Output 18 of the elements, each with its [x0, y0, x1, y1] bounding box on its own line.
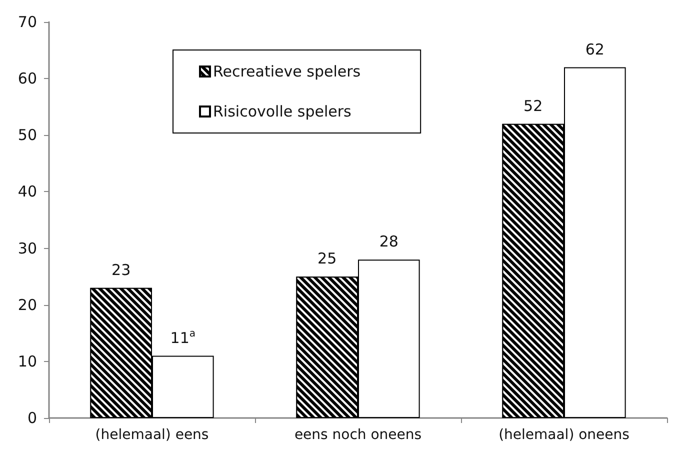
data-label: 28	[379, 232, 398, 251]
x-tick-label: (helemaal) oneens	[498, 427, 630, 443]
x-tick-label: (helemaal) eens	[95, 427, 209, 443]
y-tick-label: 70	[18, 13, 37, 31]
data-label: 23	[112, 260, 131, 279]
legend-label: Risicovolle spelers	[213, 102, 352, 120]
y-tick-label: 60	[18, 70, 37, 88]
legend-label: Recreatieve spelers	[213, 62, 361, 80]
y-tick-label: 50	[18, 126, 37, 144]
y-tick-label: 10	[18, 352, 37, 370]
data-label: 52	[524, 96, 543, 115]
y-tick-label: 40	[18, 182, 37, 201]
x-tick-label: eens noch oneens	[294, 427, 422, 443]
data-label: 25	[318, 250, 337, 268]
y-tick-label: 0	[27, 409, 37, 427]
data-label: 62	[585, 40, 604, 58]
y-tick-label: 20	[18, 296, 37, 314]
y-tick-label: 30	[18, 239, 37, 258]
